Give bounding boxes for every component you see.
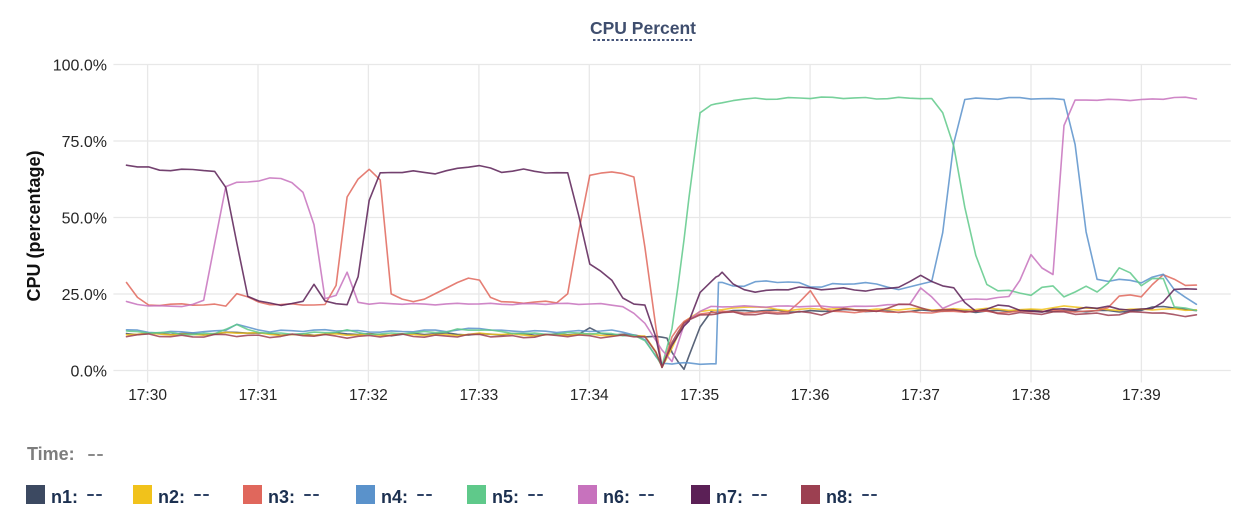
svg-text:17:38: 17:38	[1012, 387, 1051, 404]
svg-text:17:36: 17:36	[791, 387, 830, 404]
svg-text:75.0%: 75.0%	[62, 134, 107, 151]
svg-text:17:31: 17:31	[239, 387, 278, 404]
svg-text:17:34: 17:34	[570, 387, 609, 404]
svg-text:25.0%: 25.0%	[62, 287, 107, 304]
svg-text:17:33: 17:33	[460, 387, 499, 404]
svg-text:17:37: 17:37	[901, 387, 940, 404]
svg-text:17:32: 17:32	[349, 387, 388, 404]
svg-text:17:30: 17:30	[128, 387, 167, 404]
svg-text:0.0%: 0.0%	[71, 363, 107, 380]
svg-text:100.0%: 100.0%	[53, 57, 107, 74]
svg-text:50.0%: 50.0%	[62, 210, 107, 227]
svg-text:CPU (percentage): CPU (percentage)	[24, 150, 44, 301]
svg-text:17:35: 17:35	[680, 387, 719, 404]
svg-text:17:39: 17:39	[1122, 387, 1161, 404]
